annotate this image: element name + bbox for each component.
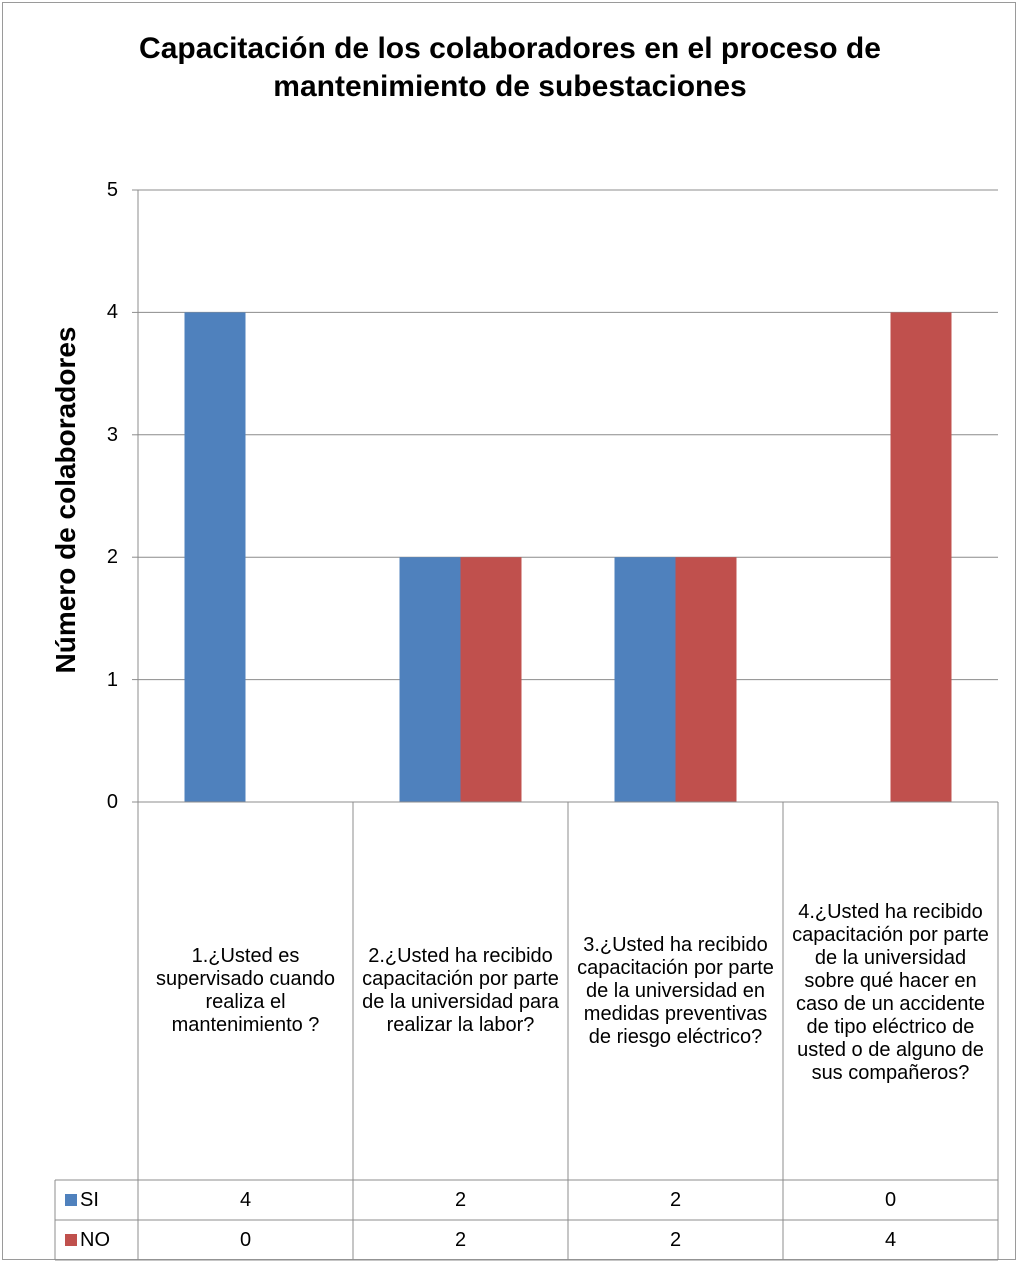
legend-label: SI	[80, 1188, 99, 1211]
category-label: 2.¿Usted ha recibido capacitación por pa…	[362, 945, 559, 1036]
category-label: 3.¿Usted ha recibido capacitación por pa…	[577, 933, 774, 1048]
table-value-si: 0	[884, 1189, 897, 1211]
y-tick-label: 4	[106, 301, 118, 324]
table-value-si: 2	[454, 1189, 467, 1211]
legend-swatch	[65, 1234, 77, 1246]
y-tick-label: 0	[106, 791, 118, 813]
table-value-si: 4	[239, 1189, 252, 1211]
table-value-no: 2	[669, 1229, 682, 1251]
legend-label: NO	[80, 1228, 110, 1251]
bar-no	[675, 557, 737, 802]
chart-title: Capacitación de los colaboradores en el …	[139, 32, 881, 103]
category-label: 4.¿Usted ha recibido capacitación por pa…	[792, 901, 989, 1084]
bar-no	[890, 312, 952, 802]
legend-entry-si: SI	[55, 1180, 138, 1220]
bar-si	[184, 312, 246, 802]
y-tick-label: 1	[106, 668, 118, 691]
y-tick-label: 5	[106, 179, 118, 201]
y-tick-label: 2	[106, 546, 118, 569]
table-value-no: 0	[239, 1229, 252, 1251]
legend-swatch	[65, 1194, 77, 1206]
table-value-si: 2	[669, 1189, 682, 1211]
category-label: 1.¿Usted es supervisado cuando realiza e…	[155, 945, 335, 1036]
table-value-no: 2	[454, 1229, 467, 1251]
bar-si	[614, 557, 676, 802]
bar-no	[460, 557, 522, 802]
legend-entry-no: NO	[55, 1220, 138, 1260]
table-value-no: 4	[884, 1229, 897, 1251]
bar-si	[399, 557, 461, 802]
y-tick-label: 3	[106, 423, 118, 446]
